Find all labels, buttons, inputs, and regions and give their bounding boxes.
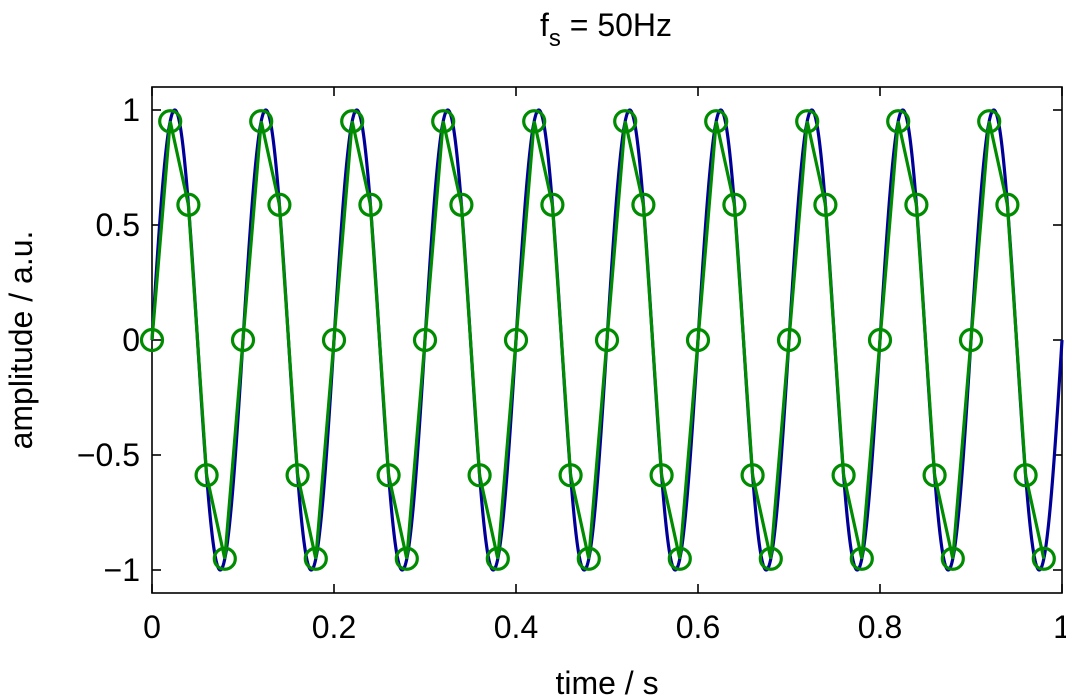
sample-point — [995, 192, 1020, 217]
sample-point — [722, 192, 747, 217]
title-rest: = 50Hz — [561, 7, 672, 43]
sample-point — [558, 463, 583, 488]
sample-point — [704, 109, 729, 134]
title-subscript: s — [549, 25, 561, 52]
chart-title: fs = 50Hz — [540, 7, 672, 52]
sample-point — [886, 109, 911, 134]
sample-point — [267, 192, 292, 217]
sample-point — [503, 327, 529, 353]
sample-point — [685, 327, 711, 353]
sample-point — [212, 546, 237, 571]
sample-point — [849, 546, 874, 571]
sample-point — [467, 463, 492, 488]
title-main: f — [540, 7, 549, 43]
x-tick-labels: 0 0.2 0.4 0.6 0.8 1 — [143, 609, 1066, 645]
y-tick-label: 1 — [122, 92, 140, 128]
series-layer — [139, 108, 1064, 572]
sample-point — [758, 546, 783, 571]
sample-point — [194, 463, 219, 488]
sample-point — [485, 546, 510, 571]
sample-point — [176, 192, 201, 217]
sample-point — [631, 192, 656, 217]
sample-point — [1013, 463, 1038, 488]
sample-point — [303, 546, 328, 571]
y-tick-label: −0.5 — [77, 437, 140, 473]
sample-point — [867, 327, 893, 353]
sample-point — [922, 463, 947, 488]
sample-point — [940, 546, 965, 571]
sample-point — [813, 192, 838, 217]
sample-point — [249, 109, 274, 134]
sample-point — [795, 109, 820, 134]
sample-point — [776, 327, 802, 353]
sample-point — [904, 192, 929, 217]
x-tick-label: 0.6 — [676, 609, 720, 645]
sample-point — [831, 463, 856, 488]
sample-point — [522, 109, 547, 134]
sample-point — [285, 463, 310, 488]
sampled-signal-line — [150, 120, 1046, 560]
y-tick-label: 0.5 — [96, 207, 140, 243]
sample-point — [394, 546, 419, 571]
sample-point — [613, 109, 638, 134]
sample-point — [540, 192, 565, 217]
sample-point — [594, 327, 620, 353]
sample-point — [321, 327, 347, 353]
sample-point — [449, 192, 474, 217]
y-tick-labels: 1 0.5 0 −0.5 −1 — [77, 92, 140, 588]
sample-point — [576, 546, 601, 571]
x-tick-label: 0.2 — [312, 609, 356, 645]
x-tick-label: 1 — [1053, 609, 1066, 645]
x-axis-label: time / s — [555, 665, 658, 700]
sample-point — [958, 327, 984, 353]
sample-point — [358, 192, 383, 217]
x-tick-label: 0.4 — [494, 609, 538, 645]
y-tick-label: −1 — [104, 552, 140, 588]
sample-point — [158, 109, 183, 134]
sample-point — [667, 546, 692, 571]
sample-point — [412, 327, 438, 353]
sample-point — [376, 463, 401, 488]
y-axis-label: amplitude / a.u. — [3, 231, 39, 450]
y-tick-label: 0 — [122, 322, 140, 358]
x-tick-label: 0 — [143, 609, 161, 645]
sample-point — [977, 109, 1002, 134]
sample-point — [431, 109, 456, 134]
x-tick-label: 0.8 — [858, 609, 902, 645]
sample-point — [230, 327, 256, 353]
sample-point — [139, 327, 165, 353]
sample-point — [649, 463, 674, 488]
sample-point — [740, 463, 765, 488]
sample-point — [1031, 546, 1056, 571]
sample-point — [340, 109, 365, 134]
